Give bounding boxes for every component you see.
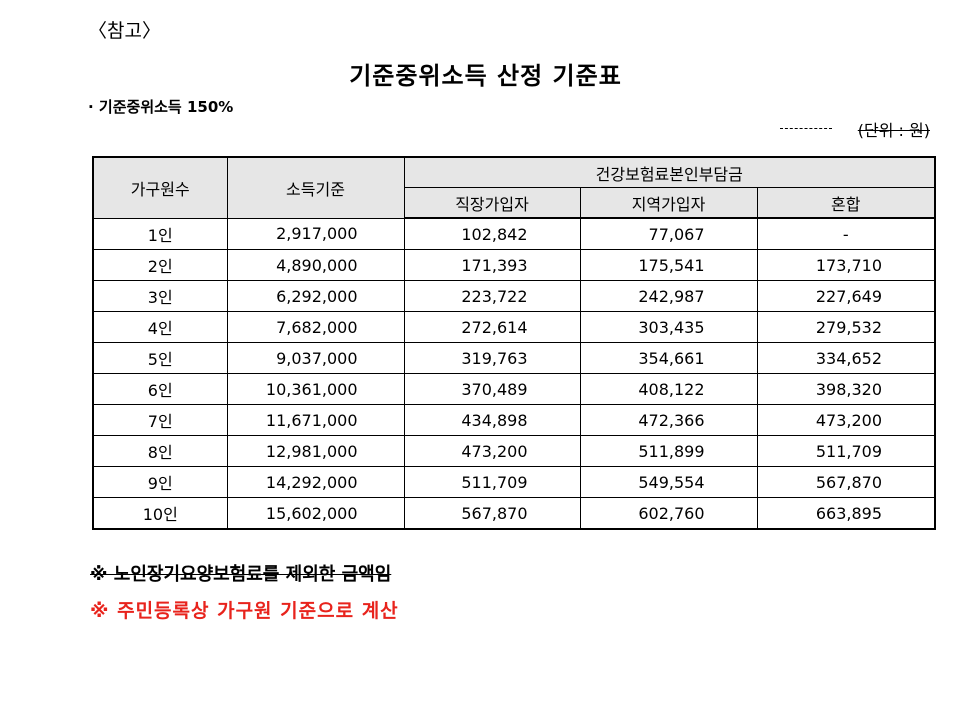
cell-regional: 303,435: [579, 311, 758, 343]
cell-income: 6,292,000: [226, 280, 405, 312]
cell-income: 4,890,000: [226, 249, 405, 281]
basis-label: · 기준중위소득 150%: [88, 98, 234, 116]
table-row: 7인 11,671,000 434,898 472,366 473,200: [92, 404, 936, 436]
cell-household: 1인: [92, 218, 228, 250]
cell-mixed: 227,649: [756, 280, 936, 312]
cell-household: 8인: [92, 435, 228, 467]
cell-regional: 77,067: [579, 218, 758, 250]
cell-mixed: 173,710: [756, 249, 936, 281]
cell-household: 6인: [92, 373, 228, 405]
cell-income: 7,682,000: [226, 311, 405, 343]
table-row: 6인 10,361,000 370,489 408,122 398,320: [92, 373, 936, 405]
table-row: 1인 2,917,000 102,842 77,067-: [92, 218, 936, 250]
header-regional: 지역가입자: [579, 187, 758, 219]
header-income: 소득기준: [226, 156, 405, 219]
cell-mixed: 398,320: [756, 373, 936, 405]
cell-employee: 272,614: [403, 311, 581, 343]
cell-mixed: 334,652: [756, 342, 936, 374]
cell-employee: 511,709: [403, 466, 581, 498]
cell-regional: 472,366: [579, 404, 758, 436]
cell-income: 12,981,000: [226, 435, 405, 467]
cell-employee: 223,722: [403, 280, 581, 312]
cell-household: 4인: [92, 311, 228, 343]
table-row: 3인 6,292,000 223,722 242,987 227,649: [92, 280, 936, 312]
header-employee: 직장가입자: [403, 187, 581, 219]
cell-mixed: 663,895: [756, 497, 936, 530]
cell-income: 15,602,000: [226, 497, 405, 530]
header-premium-group: 건강보험료본인부담금: [403, 156, 936, 188]
cell-employee: 567,870: [403, 497, 581, 530]
cell-household: 2인: [92, 249, 228, 281]
cell-income: 10,361,000: [226, 373, 405, 405]
table-row: 5인 9,037,000 319,763 354,661 334,652: [92, 342, 936, 374]
income-standard-table: 가구원수 소득기준 건강보험료본인부담금 직장가입자 지역가입자 혼합 1인 2,…: [92, 156, 937, 530]
cell-regional: 549,554: [579, 466, 758, 498]
note-struck: ※ 노인장기요양보험료를 제외한 금액임: [90, 564, 392, 585]
cell-employee: 171,393: [403, 249, 581, 281]
cell-mixed: 511,709: [756, 435, 936, 467]
cell-employee: 473,200: [403, 435, 581, 467]
header-household: 가구원수: [92, 156, 228, 219]
cell-household: 7인: [92, 404, 228, 436]
cell-employee: 434,898: [403, 404, 581, 436]
cell-income: 9,037,000: [226, 342, 405, 374]
cell-employee: 102,842: [403, 218, 581, 250]
cell-income: 11,671,000: [226, 404, 405, 436]
cell-mixed: -: [756, 218, 936, 250]
cell-regional: 242,987: [579, 280, 758, 312]
cell-income: 14,292,000: [226, 466, 405, 498]
unit-dash-line: [780, 128, 832, 129]
cell-mixed: 473,200: [756, 404, 936, 436]
table-row: 9인 14,292,000 511,709 549,554 567,870: [92, 466, 936, 498]
table-row: 10인 15,602,000 567,870 602,760 663,895: [92, 497, 936, 530]
cell-income: 2,917,000: [226, 218, 405, 250]
note-main: ※ 주민등록상 가구원 기준으로 계산: [90, 600, 399, 622]
cell-regional: 354,661: [579, 342, 758, 374]
reference-label: 〈참고〉: [88, 20, 161, 42]
page-title: 기준중위소득 산정 기준표: [349, 62, 622, 90]
table-row: 4인 7,682,000 272,614 303,435 279,532: [92, 311, 936, 343]
cell-household: 5인: [92, 342, 228, 374]
unit-label: (단위 : 원): [857, 121, 930, 140]
cell-mixed: 279,532: [756, 311, 936, 343]
table-row: 8인 12,981,000 473,200 511,899 511,709: [92, 435, 936, 467]
cell-mixed: 567,870: [756, 466, 936, 498]
table-row: 2인 4,890,000 171,393 175,541 173,710: [92, 249, 936, 281]
header-mixed: 혼합: [756, 187, 936, 219]
cell-household: 10인: [92, 497, 228, 530]
cell-employee: 319,763: [403, 342, 581, 374]
cell-regional: 511,899: [579, 435, 758, 467]
cell-household: 9인: [92, 466, 228, 498]
cell-regional: 602,760: [579, 497, 758, 530]
cell-regional: 408,122: [579, 373, 758, 405]
cell-employee: 370,489: [403, 373, 581, 405]
cell-household: 3인: [92, 280, 228, 312]
cell-regional: 175,541: [579, 249, 758, 281]
